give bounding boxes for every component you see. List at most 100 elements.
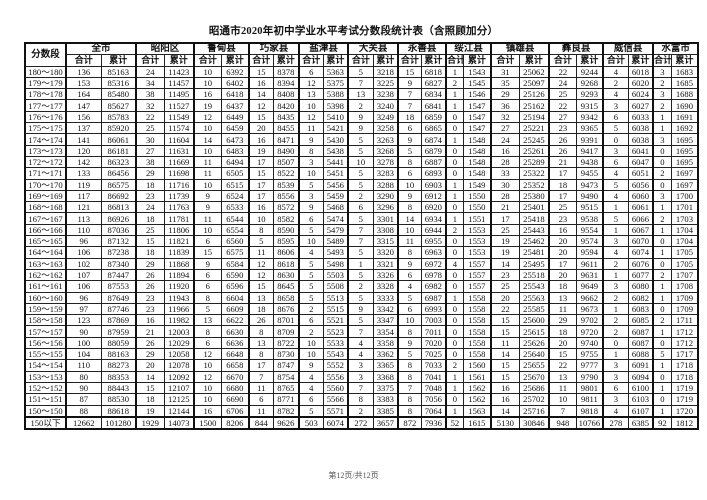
cumulative-cell: 88273 [100,359,137,372]
cumulative-cell: 5468 [322,201,349,214]
count-cell: 1 [652,325,672,338]
cumulative-cell: 6584 [220,257,250,270]
cumulative-cell: 9417 [575,144,604,157]
cumulative-cell: 9473 [575,178,604,191]
cumulative-cell: 25261 [518,144,550,157]
cumulative-cell: 5363 [322,65,349,78]
cumulative-cell: 6494 [220,155,250,169]
cumulative-cell: 1700 [670,189,699,203]
cumulative-cell: 6818 [420,65,447,78]
cumulative-cell: 87238 [100,246,137,259]
cumulative-cell: 1695 [670,155,699,169]
count-cell: 0 [445,393,464,406]
cumulative-cell: 6041 [627,144,654,157]
score-range-cell: 160～160 [24,291,67,304]
count-cell: 0 [652,235,672,248]
count-cell: 15 [248,110,274,124]
cumulative-cell: 6533 [220,201,250,214]
cumulative-cell: 3383 [372,393,399,406]
count-cell: 4 [298,381,324,395]
cumulative-cell: 8572 [272,201,300,214]
cumulative-cell: 1718 [670,359,699,372]
cumulative-cell: 14073 [163,415,195,430]
cumulative-cell: 1548 [462,167,492,180]
cumulative-cell: 9438 [575,155,604,169]
count-cell: 11 [248,246,274,259]
count-cell: 6 [602,155,629,169]
count-cell: 3 [298,155,324,169]
count-cell: 24 [135,65,165,78]
cumulative-cell: 1695 [670,144,699,157]
count-cell: 1 [602,268,629,282]
cumulative-cell: 9755 [575,348,604,361]
count-cell: 272 [347,415,374,430]
count-cell: 8 [397,201,422,214]
count-cell: 0 [602,133,629,146]
cumulative-cell: 6088 [627,348,654,361]
table-row: 161～161 106 87553 26 11920 6 6596 15 8645 5 5508 2 3… [24,280,699,293]
count-cell: 12 [298,110,324,124]
cumulative-cell: 3362 [372,348,399,361]
cumulative-cell: 6575 [220,246,250,259]
cumulative-cell: 25062 [518,65,550,78]
cumulative-cell: 87649 [100,291,137,304]
cumulative-cell: 6038 [627,122,654,135]
subheader-cumulative: 累计 [462,54,492,67]
cumulative-cell: 9365 [575,122,604,135]
cumulative-cell: 5421 [322,122,349,135]
count-cell: 17 [548,189,577,203]
count-cell: 11 [548,381,577,395]
cumulative-cell: 8709 [272,325,300,338]
cumulative-cell: 9818 [575,404,604,418]
score-range-cell: 169～169 [24,189,67,203]
count-cell: 11 [193,155,222,169]
table-row-below-150: 150以下 12662 101280 1929 14073 1500 8206 844 9626… [24,415,699,430]
cumulative-cell: 1719 [670,393,699,406]
cumulative-cell: 86456 [100,167,137,180]
count-cell: 10 [298,336,324,350]
cumulative-cell: 88353 [100,370,137,383]
count-cell: 32 [135,99,165,112]
table-row: 162～162 107 87447 26 11894 6 6590 12 8630 5 5503 5 3… [24,268,699,282]
cumulative-cell: 6100 [627,381,654,395]
count-cell: 16 [135,314,165,327]
cumulative-cell: 1708 [670,280,699,293]
cumulative-cell: 11894 [163,268,195,282]
cumulative-cell: 11527 [163,99,195,112]
cumulative-cell: 5515 [322,302,349,316]
cumulative-cell: 6066 [627,212,654,225]
count-cell: 4 [602,404,629,418]
count-cell: 5 [347,246,374,259]
count-cell: 25 [548,88,577,101]
count-cell: 7 [347,325,374,338]
cumulative-cell: 8206 [220,415,250,430]
cumulative-cell: 8378 [272,65,300,78]
table-row: 152～152 90 88443 15 12107 10 6680 11 8765 4 5560 7 3… [24,381,699,395]
cumulative-cell: 6987 [420,291,447,304]
column-header-region: 鲁甸县 [193,42,250,56]
cumulative-cell: 9490 [575,189,604,203]
score-range-cell: 154～154 [24,359,67,372]
count-cell: 8 [193,325,222,338]
cumulative-cell: 25563 [518,291,550,304]
count-cell: 16 [193,88,222,101]
cumulative-cell: 11631 [163,144,195,157]
cumulative-cell: 7048 [420,381,447,395]
cumulative-cell: 11495 [163,88,195,101]
count-cell: 3 [652,88,672,101]
column-header-region: 水富市 [652,42,699,56]
count-cell: 36 [490,99,520,112]
cumulative-cell: 3320 [372,246,399,259]
cumulative-cell: 3240 [372,99,399,112]
cumulative-cell: 6920 [420,201,447,214]
table-row: 166～166 110 87036 25 11806 10 6554 8 8590 5 5479 7 3… [24,223,699,237]
column-header-region: 巧家县 [248,42,300,56]
count-cell: 11 [248,381,274,395]
column-header-region: 昭阳区 [135,42,195,56]
count-cell: 15 [490,325,520,338]
table-row: 156～156 100 88059 26 12029 6 6636 13 8722 10 5533 4… [24,336,699,350]
count-cell: 12662 [65,415,102,430]
cumulative-cell: 3278 [372,155,399,169]
cumulative-cell: 6047 [627,155,654,169]
count-cell: 4 [397,280,422,293]
